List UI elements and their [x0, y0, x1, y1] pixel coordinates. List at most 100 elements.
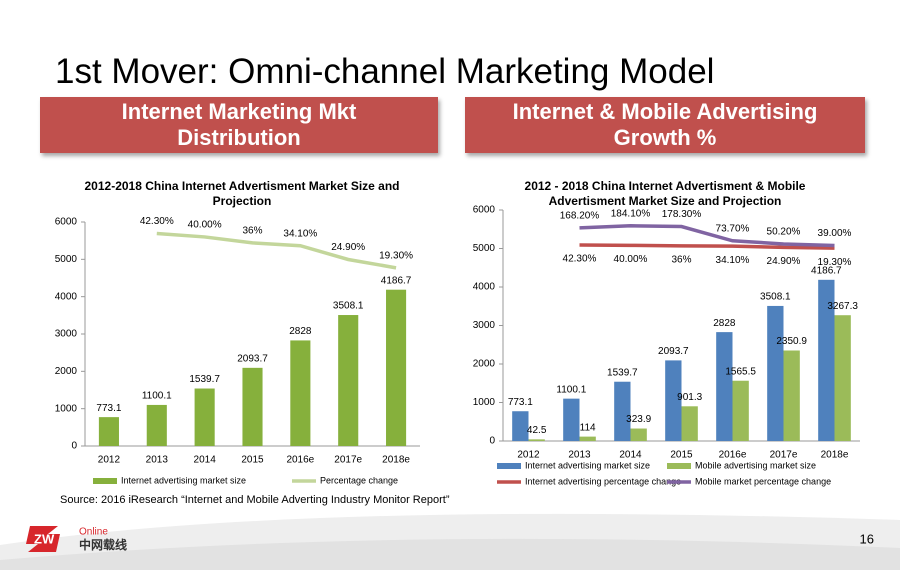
legend-label: Mobile market percentage change	[695, 476, 831, 486]
data-label: 2828	[289, 326, 312, 337]
data-label: 34.10%	[716, 255, 750, 266]
data-label: 2828	[713, 318, 736, 329]
x-tick-label: 2017e	[334, 455, 362, 466]
y-tick-label: 5000	[55, 254, 78, 265]
y-tick-label: 2000	[473, 359, 496, 370]
data-label: 42.5	[527, 425, 547, 436]
y-tick-label: 6000	[473, 205, 496, 216]
legend-label: Percentage change	[320, 475, 398, 485]
y-tick-label: 3000	[473, 320, 496, 331]
data-label: 1100.1	[556, 384, 586, 395]
line	[579, 243, 835, 250]
x-tick-label: 2015	[241, 455, 264, 466]
data-label: 3267.3	[827, 301, 858, 312]
data-label: 36%	[242, 226, 262, 237]
bar	[834, 315, 851, 441]
bar	[579, 436, 596, 441]
logo-word: Online	[79, 527, 108, 538]
y-tick-label: 4000	[473, 282, 496, 293]
data-label: 901.3	[677, 392, 702, 403]
y-tick-label: 1000	[55, 403, 78, 414]
data-label: 773.1	[508, 397, 533, 408]
y-tick-label: 3000	[55, 329, 78, 340]
chart-title: 2012 - 2018 China Internet Advertisment …	[524, 179, 806, 208]
bar	[783, 350, 800, 441]
legend-label: Internet advertising market size	[121, 475, 246, 485]
data-label: 1565.5	[725, 366, 756, 377]
data-label: 3508.1	[760, 292, 791, 303]
legend-swatch	[93, 478, 117, 484]
data-label: 2093.7	[658, 346, 689, 357]
x-tick-label: 2015	[670, 450, 693, 461]
data-label: 40.00%	[614, 254, 648, 265]
bar	[563, 398, 580, 441]
x-tick-label: 2012	[517, 450, 540, 461]
banner: Internet Marketing Mkt Distribution	[40, 97, 438, 153]
legend-label: Internet advertising percentage change	[525, 476, 681, 486]
data-label: 24.90%	[767, 256, 801, 267]
data-label: 184.10%	[611, 208, 651, 219]
x-tick-label: 2013	[568, 450, 591, 461]
bar	[818, 279, 835, 441]
data-label: 2093.7	[237, 353, 268, 364]
data-label: 2350.9	[776, 336, 807, 347]
data-label: 19.30%	[379, 250, 413, 261]
data-label: 323.9	[626, 414, 651, 425]
data-label: 50.20%	[767, 227, 801, 238]
data-label: 36%	[671, 255, 691, 266]
bar	[716, 332, 733, 441]
banner-text: Internet & Mobile Advertising Growth %	[512, 99, 818, 150]
bar	[528, 439, 545, 441]
x-tick-label: 2016e	[719, 450, 747, 461]
y-tick-label: 1000	[473, 397, 496, 408]
decor-swoosh	[0, 538, 900, 570]
y-tick-label: 4000	[55, 291, 78, 302]
y-tick-label: 6000	[55, 217, 78, 228]
bar	[630, 428, 647, 441]
bar	[338, 315, 359, 446]
chart-title: 2012-2018 China Internet Advertisment Ma…	[84, 179, 400, 208]
bar	[767, 305, 784, 441]
data-label: 114	[580, 422, 596, 433]
bar	[194, 388, 215, 446]
y-tick-label: 0	[71, 441, 77, 452]
data-label: 1100.1	[142, 391, 172, 402]
x-tick-label: 2016e	[286, 455, 314, 466]
data-label: 39.00%	[818, 228, 852, 239]
page-title: 1st Mover: Omni-channel Marketing Model	[55, 52, 715, 91]
line	[156, 231, 397, 270]
logo-mark: ZW	[34, 531, 55, 546]
legend-swatch	[497, 463, 521, 469]
legend-label: Mobile advertising market size	[695, 460, 816, 470]
bar	[242, 367, 263, 446]
x-tick-label: 2014	[194, 455, 217, 466]
bar	[665, 360, 682, 441]
data-label: 1539.7	[189, 374, 220, 385]
logo-chinese: 中网载线	[79, 537, 127, 552]
x-tick-label: 2018e	[382, 455, 410, 466]
bar	[614, 381, 631, 441]
x-tick-label: 2014	[619, 450, 642, 461]
logo-shape	[26, 526, 60, 552]
data-label: 4186.7	[811, 265, 842, 276]
data-label: 168.20%	[560, 211, 600, 222]
data-label: 19.30%	[818, 257, 852, 268]
data-label: 34.10%	[283, 228, 317, 239]
data-label: 24.90%	[331, 242, 365, 253]
bar	[290, 340, 311, 446]
banner: Internet & Mobile Advertising Growth %	[465, 97, 865, 153]
data-label: 40.00%	[188, 220, 222, 231]
source-note: Source: 2016 iResearch “Internet and Mob…	[60, 494, 450, 506]
banner-text: Internet Marketing Mkt Distribution	[121, 99, 357, 150]
page-number: 16	[860, 531, 874, 546]
x-tick-label: 2018e	[821, 450, 849, 461]
bar	[386, 289, 407, 446]
x-tick-label: 2017e	[770, 450, 798, 461]
x-tick-label: 2012	[98, 455, 121, 466]
data-label: 1539.7	[607, 367, 638, 378]
data-label: 3508.1	[333, 301, 364, 312]
bar	[98, 417, 119, 446]
data-label: 42.30%	[563, 254, 597, 265]
bar	[512, 411, 529, 441]
